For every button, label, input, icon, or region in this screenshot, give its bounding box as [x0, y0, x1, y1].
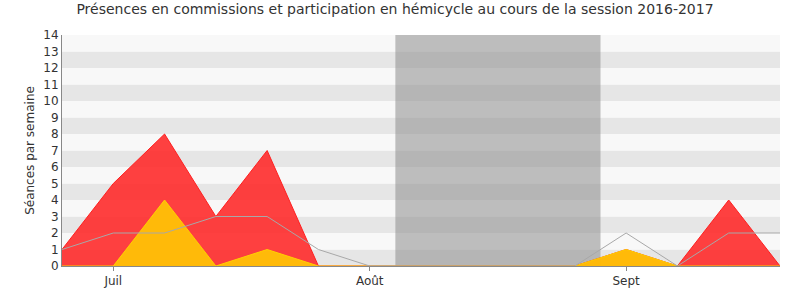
svg-text:13: 13 [43, 45, 58, 59]
svg-text:11: 11 [43, 78, 58, 92]
svg-text:2: 2 [51, 226, 59, 240]
svg-text:Août: Août [356, 274, 384, 288]
svg-text:0: 0 [51, 259, 59, 273]
svg-text:5: 5 [51, 177, 59, 191]
svg-text:14: 14 [43, 28, 58, 42]
svg-text:Juil: Juil [103, 274, 122, 288]
svg-text:10: 10 [43, 94, 58, 108]
svg-text:1: 1 [51, 243, 59, 257]
svg-text:Sept: Sept [612, 274, 640, 288]
svg-text:6: 6 [51, 160, 59, 174]
svg-text:3: 3 [51, 210, 59, 224]
svg-text:9: 9 [51, 111, 59, 125]
svg-text:Séances par semaine: Séances par semaine [23, 86, 37, 215]
svg-text:8: 8 [51, 127, 59, 141]
svg-text:7: 7 [51, 144, 59, 158]
svg-text:4: 4 [51, 193, 59, 207]
svg-text:12: 12 [43, 61, 58, 75]
svg-text:Présences en commissions et pa: Présences en commissions et participatio… [76, 1, 713, 17]
